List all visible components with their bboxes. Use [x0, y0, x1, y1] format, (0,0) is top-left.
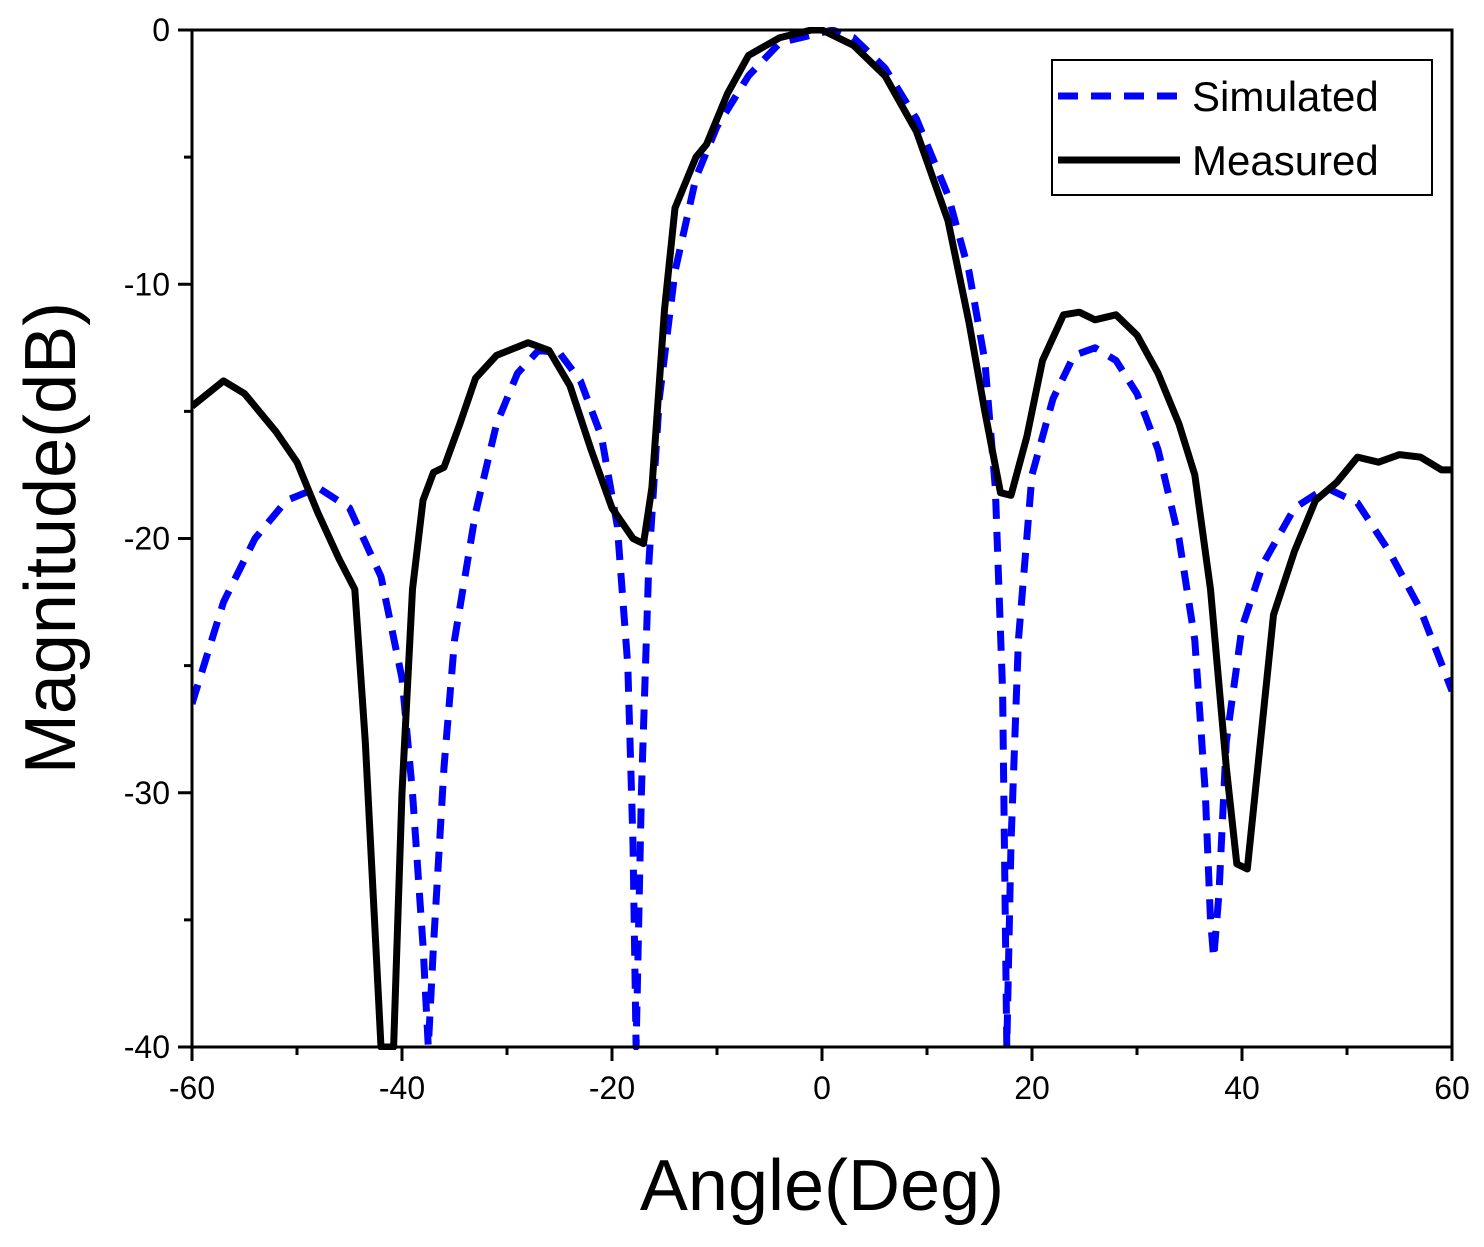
x-tick-label: -40	[379, 1070, 425, 1106]
legend-box	[1051, 59, 1433, 196]
y-tick-label: -10	[124, 266, 170, 302]
x-tick-label: 0	[813, 1070, 831, 1106]
y-axis-title: Magnitude(dB)	[11, 302, 91, 774]
y-tick-label: -30	[124, 775, 170, 811]
legend-label: Measured	[1192, 137, 1379, 184]
x-tick-label: 40	[1224, 1070, 1260, 1106]
y-tick-label: -40	[124, 1029, 170, 1065]
x-tick-label: 20	[1014, 1070, 1050, 1106]
x-tick-label: -20	[589, 1070, 635, 1106]
x-axis-title: Angle(Deg)	[640, 1146, 1004, 1226]
y-tick-label: 0	[152, 12, 170, 48]
data-line	[192, 27, 1452, 1050]
x-tick-label: 60	[1434, 1070, 1470, 1106]
y-tick-label: -20	[124, 521, 170, 557]
legend-label: Simulated	[1192, 73, 1379, 120]
x-tick-label: -60	[169, 1070, 215, 1106]
